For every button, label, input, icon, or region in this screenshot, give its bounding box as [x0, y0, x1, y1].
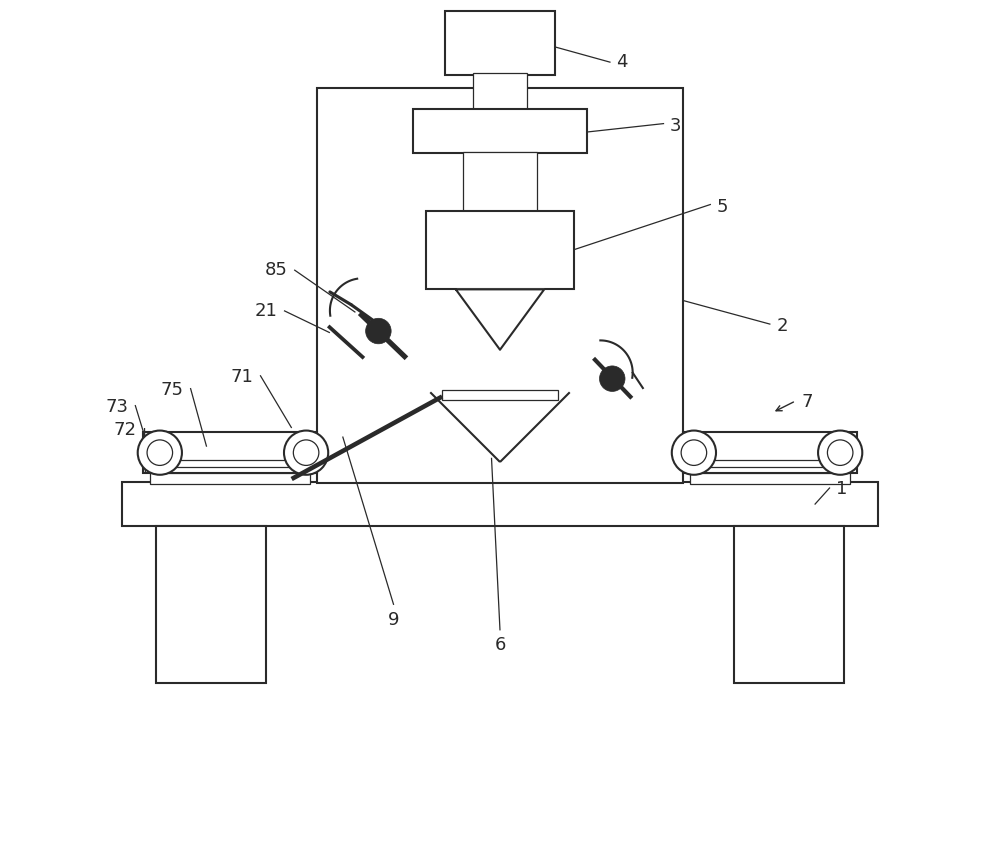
- Text: 7: 7: [802, 394, 813, 412]
- Bar: [317, 88, 683, 484]
- Circle shape: [681, 440, 707, 466]
- Text: 6: 6: [494, 636, 506, 654]
- Circle shape: [293, 440, 319, 466]
- Text: 21: 21: [254, 301, 277, 319]
- Bar: [463, 152, 537, 211]
- Bar: [683, 432, 857, 473]
- Text: 72: 72: [114, 420, 137, 439]
- Text: 71: 71: [230, 368, 253, 386]
- Text: 5: 5: [717, 198, 728, 216]
- Text: 75: 75: [161, 381, 184, 399]
- Text: 85: 85: [265, 261, 287, 279]
- Circle shape: [672, 431, 716, 475]
- Bar: [473, 73, 527, 110]
- Bar: [413, 109, 587, 153]
- Circle shape: [366, 318, 391, 344]
- Bar: [690, 473, 850, 484]
- Circle shape: [600, 366, 625, 391]
- Bar: [150, 473, 310, 484]
- Bar: [445, 11, 555, 75]
- Bar: [156, 526, 266, 683]
- Bar: [426, 211, 574, 289]
- Circle shape: [147, 440, 173, 466]
- Bar: [122, 482, 878, 526]
- Text: 4: 4: [617, 53, 628, 71]
- Polygon shape: [456, 289, 544, 350]
- Text: 73: 73: [105, 398, 128, 416]
- Text: 9: 9: [388, 611, 399, 629]
- Bar: [143, 432, 317, 473]
- Circle shape: [827, 440, 853, 466]
- Circle shape: [818, 431, 862, 475]
- Circle shape: [138, 431, 182, 475]
- Circle shape: [284, 431, 328, 475]
- Text: 3: 3: [670, 117, 682, 135]
- Bar: [734, 526, 844, 683]
- Text: 2: 2: [776, 317, 788, 335]
- Bar: [442, 389, 558, 400]
- Text: 1: 1: [836, 480, 847, 498]
